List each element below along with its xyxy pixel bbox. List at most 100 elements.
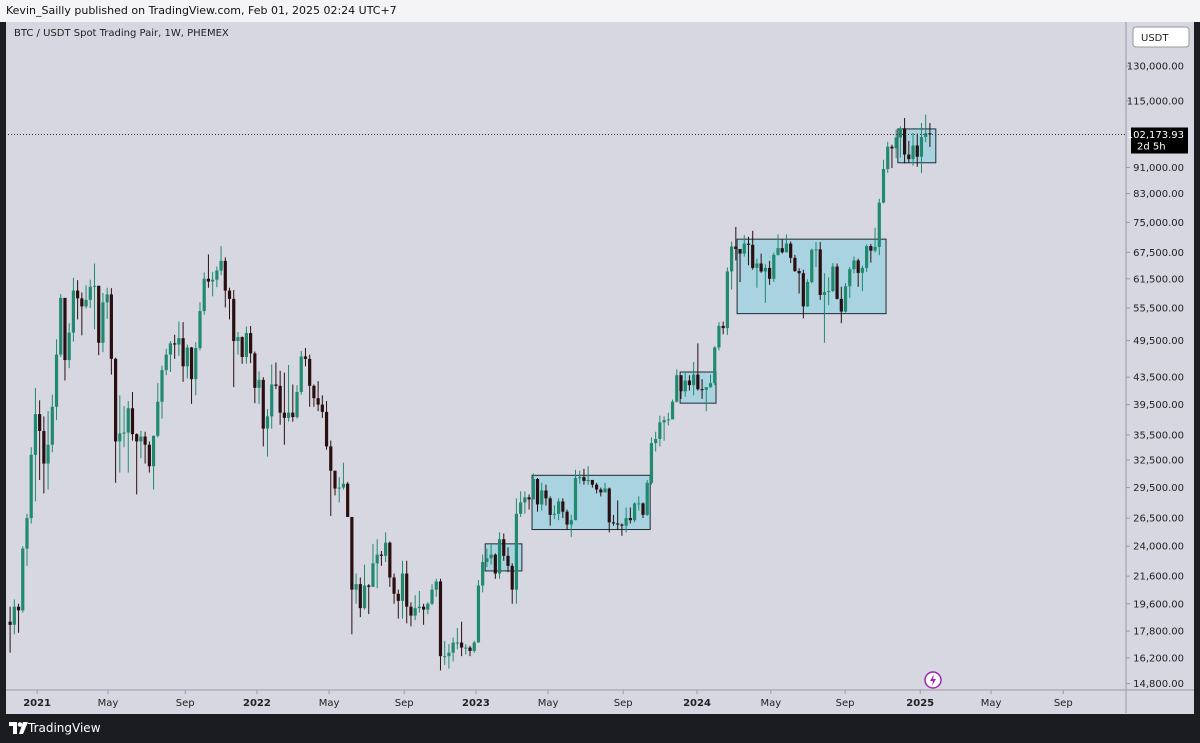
x-tick-label: May [981, 698, 1002, 709]
y-tick-label: 21,600.00 [1133, 572, 1184, 583]
y-tick-label: 75,000.00 [1133, 218, 1184, 229]
candle-body [649, 443, 654, 483]
candle-body [244, 333, 248, 358]
candle-body [881, 168, 886, 203]
candle-body [295, 391, 299, 418]
candle-body [506, 555, 510, 566]
candle-body [113, 358, 118, 442]
candle-body [320, 404, 324, 412]
candle-body [223, 260, 227, 291]
candle-body [194, 348, 198, 380]
candle-body [662, 420, 666, 423]
candle-body [219, 260, 223, 271]
y-tick-label: 83,000.00 [1133, 189, 1184, 200]
candle-body [156, 401, 160, 436]
candle-body [793, 257, 797, 272]
chart: BTC / USDT Spot Trading Pair, 1W, PHEMEX… [6, 22, 1194, 714]
y-tick-label: 67,500.00 [1133, 248, 1184, 259]
candle-body [54, 354, 59, 407]
candle-body [586, 479, 590, 481]
candle-body [755, 263, 759, 268]
candle-body [215, 270, 219, 280]
candle-body [869, 246, 873, 251]
candle-body [603, 488, 607, 493]
candle-body [329, 446, 333, 471]
candle-body [523, 497, 527, 503]
countdown: 2d 5h [1137, 142, 1166, 153]
candle-body [742, 243, 746, 254]
candle-body [607, 488, 611, 523]
candle-body [497, 539, 502, 574]
candle-body [911, 145, 915, 160]
candle-body [519, 502, 523, 514]
candle-body [907, 154, 911, 160]
candle-body [780, 248, 784, 253]
candle-body [675, 375, 679, 402]
candle-body [265, 416, 270, 429]
candle-body [856, 260, 860, 273]
candle-body [717, 325, 721, 348]
candle-body [683, 380, 687, 392]
candle-body [109, 294, 113, 359]
y-tick-label: 17,800.00 [1133, 627, 1184, 638]
candle-body [692, 374, 696, 386]
candle-body [333, 470, 337, 489]
currency-button[interactable] [1132, 26, 1190, 48]
x-tick-label: 2024 [683, 698, 711, 709]
candle-body [135, 434, 139, 442]
candle-body [447, 652, 451, 657]
y-tick-label: 24,000.00 [1133, 542, 1184, 553]
candle-body [822, 292, 827, 295]
y-tick-label: 61,500.00 [1133, 274, 1184, 285]
candle-body [784, 243, 789, 253]
candle-body [50, 406, 54, 445]
y-tick-label: 35,500.00 [1133, 430, 1184, 441]
candle-body [443, 656, 447, 658]
footer: TradingView [0, 714, 1200, 743]
candle-body [257, 379, 261, 388]
candle-body [426, 603, 430, 610]
candle-body [160, 370, 164, 402]
candle-body [350, 516, 354, 590]
candle-body [713, 347, 717, 384]
candle-body [810, 249, 814, 283]
candle-body [312, 385, 316, 399]
candle-body [835, 266, 839, 299]
candle-body [548, 498, 552, 515]
candle-body [759, 263, 763, 272]
y-tick-label: 91,000.00 [1133, 163, 1184, 174]
candle-body [860, 267, 865, 273]
candle-body [730, 246, 734, 272]
candle-body [725, 271, 729, 329]
candle-body [489, 554, 493, 559]
candle-body [789, 243, 793, 258]
candle-body [21, 548, 25, 611]
candle-body [105, 294, 109, 303]
candle-body [510, 565, 514, 590]
header: Kevin_Sailly published on TradingView.co… [0, 0, 1200, 22]
candle-body [346, 483, 350, 517]
chart-background [6, 22, 1194, 714]
candle-body [417, 606, 421, 609]
y-tick-label: 26,500.00 [1133, 514, 1184, 525]
candle-body [637, 503, 641, 505]
candle-body [202, 278, 206, 312]
candle-body [721, 325, 725, 329]
candle-body [16, 606, 21, 611]
candle-body [455, 642, 459, 644]
candle-body [249, 333, 253, 354]
candle-body [843, 286, 848, 312]
candle-body [177, 338, 181, 345]
candle-body [776, 248, 780, 255]
candle-body [839, 298, 843, 312]
candle-body [211, 279, 215, 282]
candle-body [147, 444, 151, 467]
y-tick-label: 39,500.00 [1133, 400, 1184, 411]
candle-body [405, 573, 409, 607]
currency-label[interactable]: USDT [1141, 33, 1169, 44]
candle-body [232, 298, 236, 342]
candle-body [814, 249, 818, 251]
alert-icon[interactable] [924, 671, 942, 689]
candle-body [274, 384, 278, 386]
candle-body [358, 584, 362, 609]
